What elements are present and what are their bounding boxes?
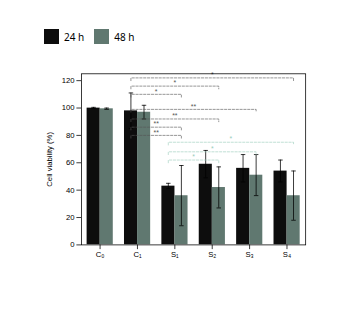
svg-text:20: 20	[66, 213, 75, 222]
svg-text:S₃: S₃	[245, 250, 253, 259]
svg-text:*: *	[230, 135, 233, 142]
svg-text:120: 120	[62, 76, 75, 85]
svg-text:80: 80	[66, 131, 75, 140]
svg-text:*: *	[155, 88, 158, 95]
svg-text:*: *	[211, 145, 214, 152]
svg-text:100: 100	[62, 103, 75, 112]
html-text:48 h: 48 h	[114, 29, 135, 44]
svg-text:S₂: S₂	[208, 250, 216, 259]
svg-text:*: *	[192, 153, 195, 160]
svg-text:**: **	[153, 129, 159, 136]
svg-text:60: 60	[66, 158, 75, 167]
svg-text:**: **	[153, 120, 159, 127]
svg-text:**: **	[191, 103, 197, 110]
svg-text:40: 40	[66, 186, 75, 195]
svg-text:*: *	[173, 79, 176, 86]
svg-text:S₄: S₄	[283, 250, 291, 259]
svg-text:C₀: C₀	[96, 250, 105, 259]
html-text:24 h: 24 h	[64, 29, 85, 44]
svg-text:S₁: S₁	[171, 250, 179, 259]
svg-text:Cell viability (%): Cell viability (%)	[45, 132, 54, 187]
svg-text:0: 0	[70, 240, 74, 249]
svg-text:*: *	[211, 71, 214, 78]
svg-text:C₁: C₁	[133, 250, 142, 259]
svg-text:**: **	[172, 112, 178, 119]
